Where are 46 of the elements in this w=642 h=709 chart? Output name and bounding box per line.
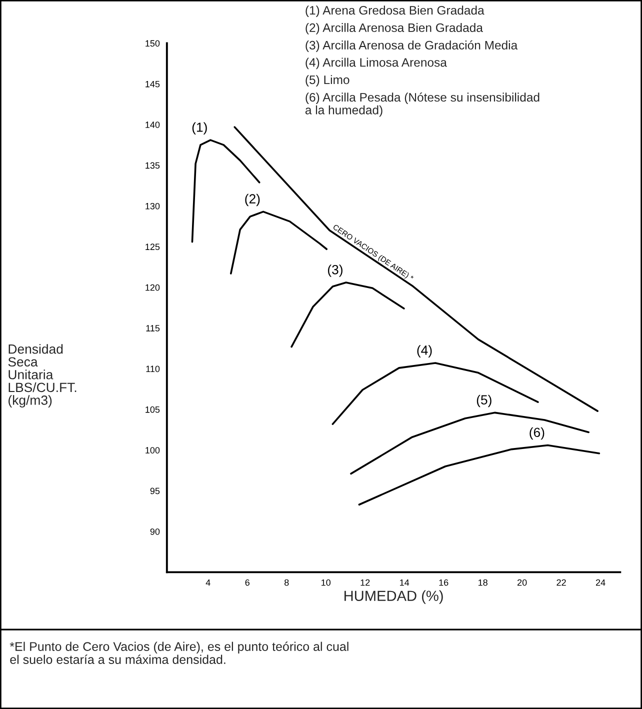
y-tick-label: 95 bbox=[150, 488, 160, 494]
x-tick-label: 14 bbox=[400, 579, 410, 586]
annotation: (6) Arcilla Pesada (Nótese su insensibilidad a la humedad) bbox=[305, 92, 540, 117]
y-tick-label: 100 bbox=[146, 447, 160, 454]
series-label: (5) bbox=[476, 394, 492, 408]
x-axis-title: HUMEDAD (%) bbox=[344, 590, 443, 604]
text: (2) Arcilla Arenosa Bien Gradada bbox=[306, 23, 483, 34]
y-tick-label: 130 bbox=[146, 202, 160, 210]
y-tick-label: 120 bbox=[146, 284, 160, 291]
text: *El Punto de Cero Vacios (de Aire), es el punto teórico al cual el suelo estaría a su máxima densidad. bbox=[10, 642, 348, 664]
x-tick-label: 18 bbox=[478, 579, 488, 586]
line-series bbox=[358, 444, 600, 506]
x-tick-label: 22 bbox=[556, 579, 566, 586]
annotation: (4) Arcilla Limosa Arenosa bbox=[306, 58, 447, 70]
line-series bbox=[290, 282, 405, 348]
x-tick-label: 20 bbox=[518, 579, 527, 586]
annotation: (3) Arcilla Arenosa de Gradación Media bbox=[306, 40, 518, 52]
series-label: (4) bbox=[417, 345, 432, 358]
x-tick-label: 8 bbox=[284, 579, 289, 586]
y-tick-label: 125 bbox=[146, 244, 160, 250]
y-tick-label: 135 bbox=[146, 162, 160, 169]
x-tick-label: 10 bbox=[322, 579, 331, 586]
line-series bbox=[191, 139, 260, 243]
text: Densidad Seca Unitaria LBS/CU.FT. (kg/m3) bbox=[8, 344, 76, 408]
line-series bbox=[350, 412, 590, 475]
series-label: (6) bbox=[530, 427, 544, 440]
y-tick-label: 105 bbox=[146, 406, 160, 413]
line-series bbox=[234, 126, 599, 412]
x-tick-label: 4 bbox=[206, 579, 210, 586]
y-tick-label: 145 bbox=[146, 80, 160, 88]
y-tick-label: 140 bbox=[146, 122, 160, 128]
series-label: (1) bbox=[192, 122, 207, 135]
line-series bbox=[332, 362, 539, 425]
y-tick-label: 115 bbox=[146, 325, 160, 332]
series-label: (2) bbox=[245, 194, 260, 206]
x-tick-label: 12 bbox=[360, 579, 370, 586]
y-tick-label: 90 bbox=[150, 528, 160, 535]
annotation: (5) Limo bbox=[306, 75, 350, 87]
x-tick-label: 24 bbox=[596, 579, 606, 586]
text: (1) Arena Gredosa Bien Gradada bbox=[306, 6, 484, 18]
line-series bbox=[230, 210, 328, 274]
series-label: (3) bbox=[328, 264, 342, 277]
y-tick-label: 150 bbox=[146, 40, 160, 47]
y-tick-label: 110 bbox=[146, 366, 160, 372]
x-tick-label: 6 bbox=[245, 579, 250, 586]
x-tick-label: 16 bbox=[439, 579, 448, 586]
